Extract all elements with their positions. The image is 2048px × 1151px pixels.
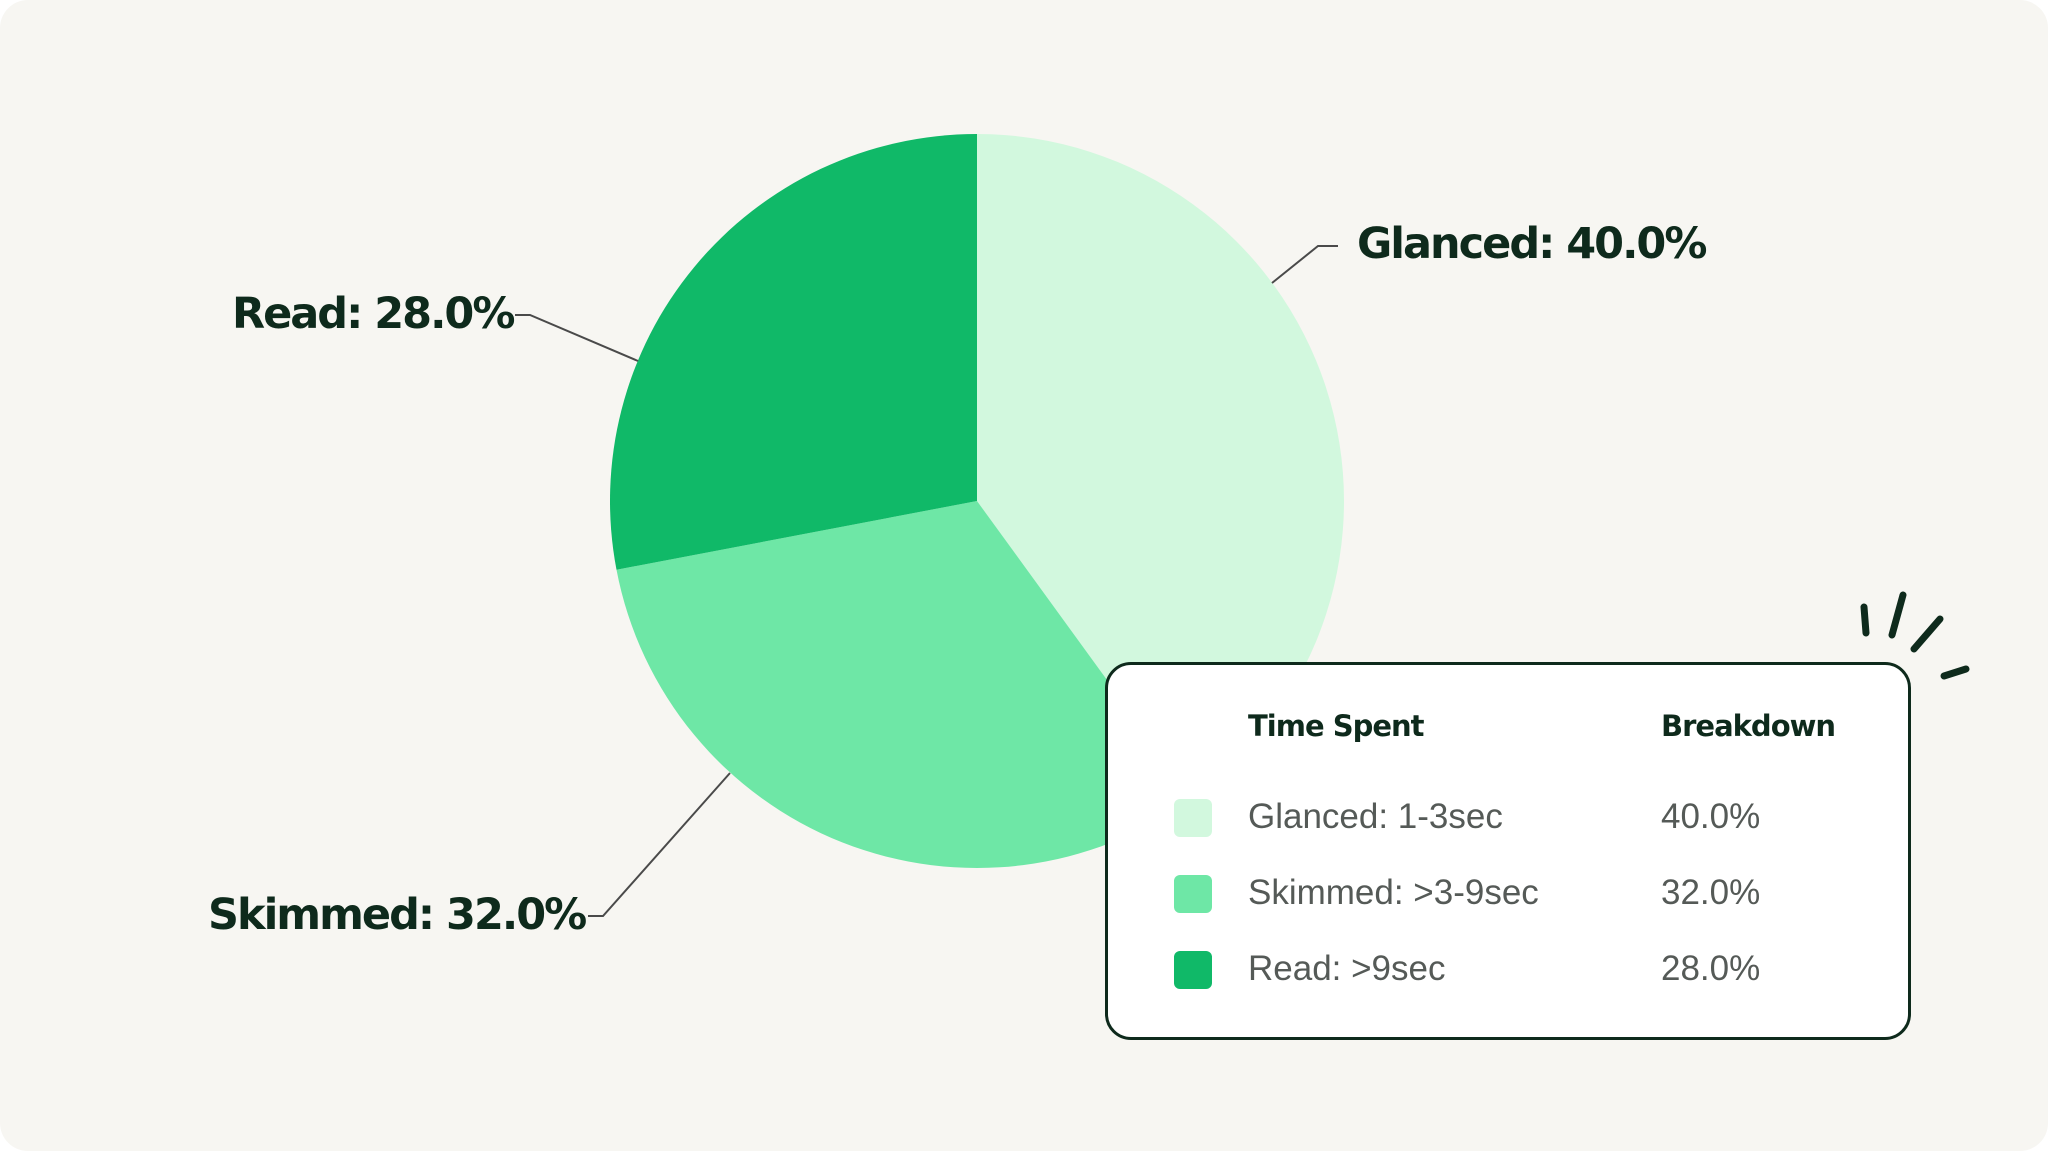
- legend-value-glanced: 40.0%: [1661, 797, 1761, 836]
- legend-value-skimmed: 32.0%: [1661, 873, 1761, 912]
- slice-label-glanced: Glanced: 40.0%: [1357, 219, 1707, 269]
- sparkle-lines-icon: [1860, 591, 1970, 680]
- legend-swatch-skimmed: [1174, 875, 1212, 913]
- legend-row-glanced: Glanced: 1-3sec 40.0%: [1108, 795, 1908, 839]
- legend-row-skimmed: Skimmed: >3-9sec 32.0%: [1108, 871, 1908, 915]
- leader-lines: [515, 245, 1338, 917]
- legend-header-breakdown: Breakdown: [1661, 709, 1836, 743]
- legend-row-read: Read: >9sec 28.0%: [1108, 947, 1908, 991]
- pie-slice-glanced: [977, 134, 1345, 798]
- pie-slice-read: [609, 134, 977, 570]
- pie-slices: [609, 134, 1345, 869]
- leader-line-glanced: [1271, 245, 1338, 284]
- leader-line-skimmed: [588, 772, 731, 917]
- leader-line-read: [515, 314, 639, 362]
- legend-swatch-read: [1174, 951, 1212, 989]
- legend-swatch-glanced: [1174, 799, 1212, 837]
- legend-value-read: 28.0%: [1661, 949, 1761, 988]
- slice-label-read: Read: 28.0%: [232, 289, 515, 339]
- legend-label-glanced: Glanced: 1-3sec: [1248, 797, 1503, 836]
- legend-label-read: Read: >9sec: [1248, 949, 1446, 988]
- legend-header-time-spent: Time Spent: [1248, 709, 1425, 743]
- slice-label-skimmed: Skimmed: 32.0%: [208, 890, 587, 940]
- pie-slice-skimmed: [616, 501, 1193, 869]
- legend-table: Time Spent Breakdown Glanced: 1-3sec 40.…: [1105, 662, 1911, 1040]
- legend-label-skimmed: Skimmed: >3-9sec: [1248, 873, 1539, 912]
